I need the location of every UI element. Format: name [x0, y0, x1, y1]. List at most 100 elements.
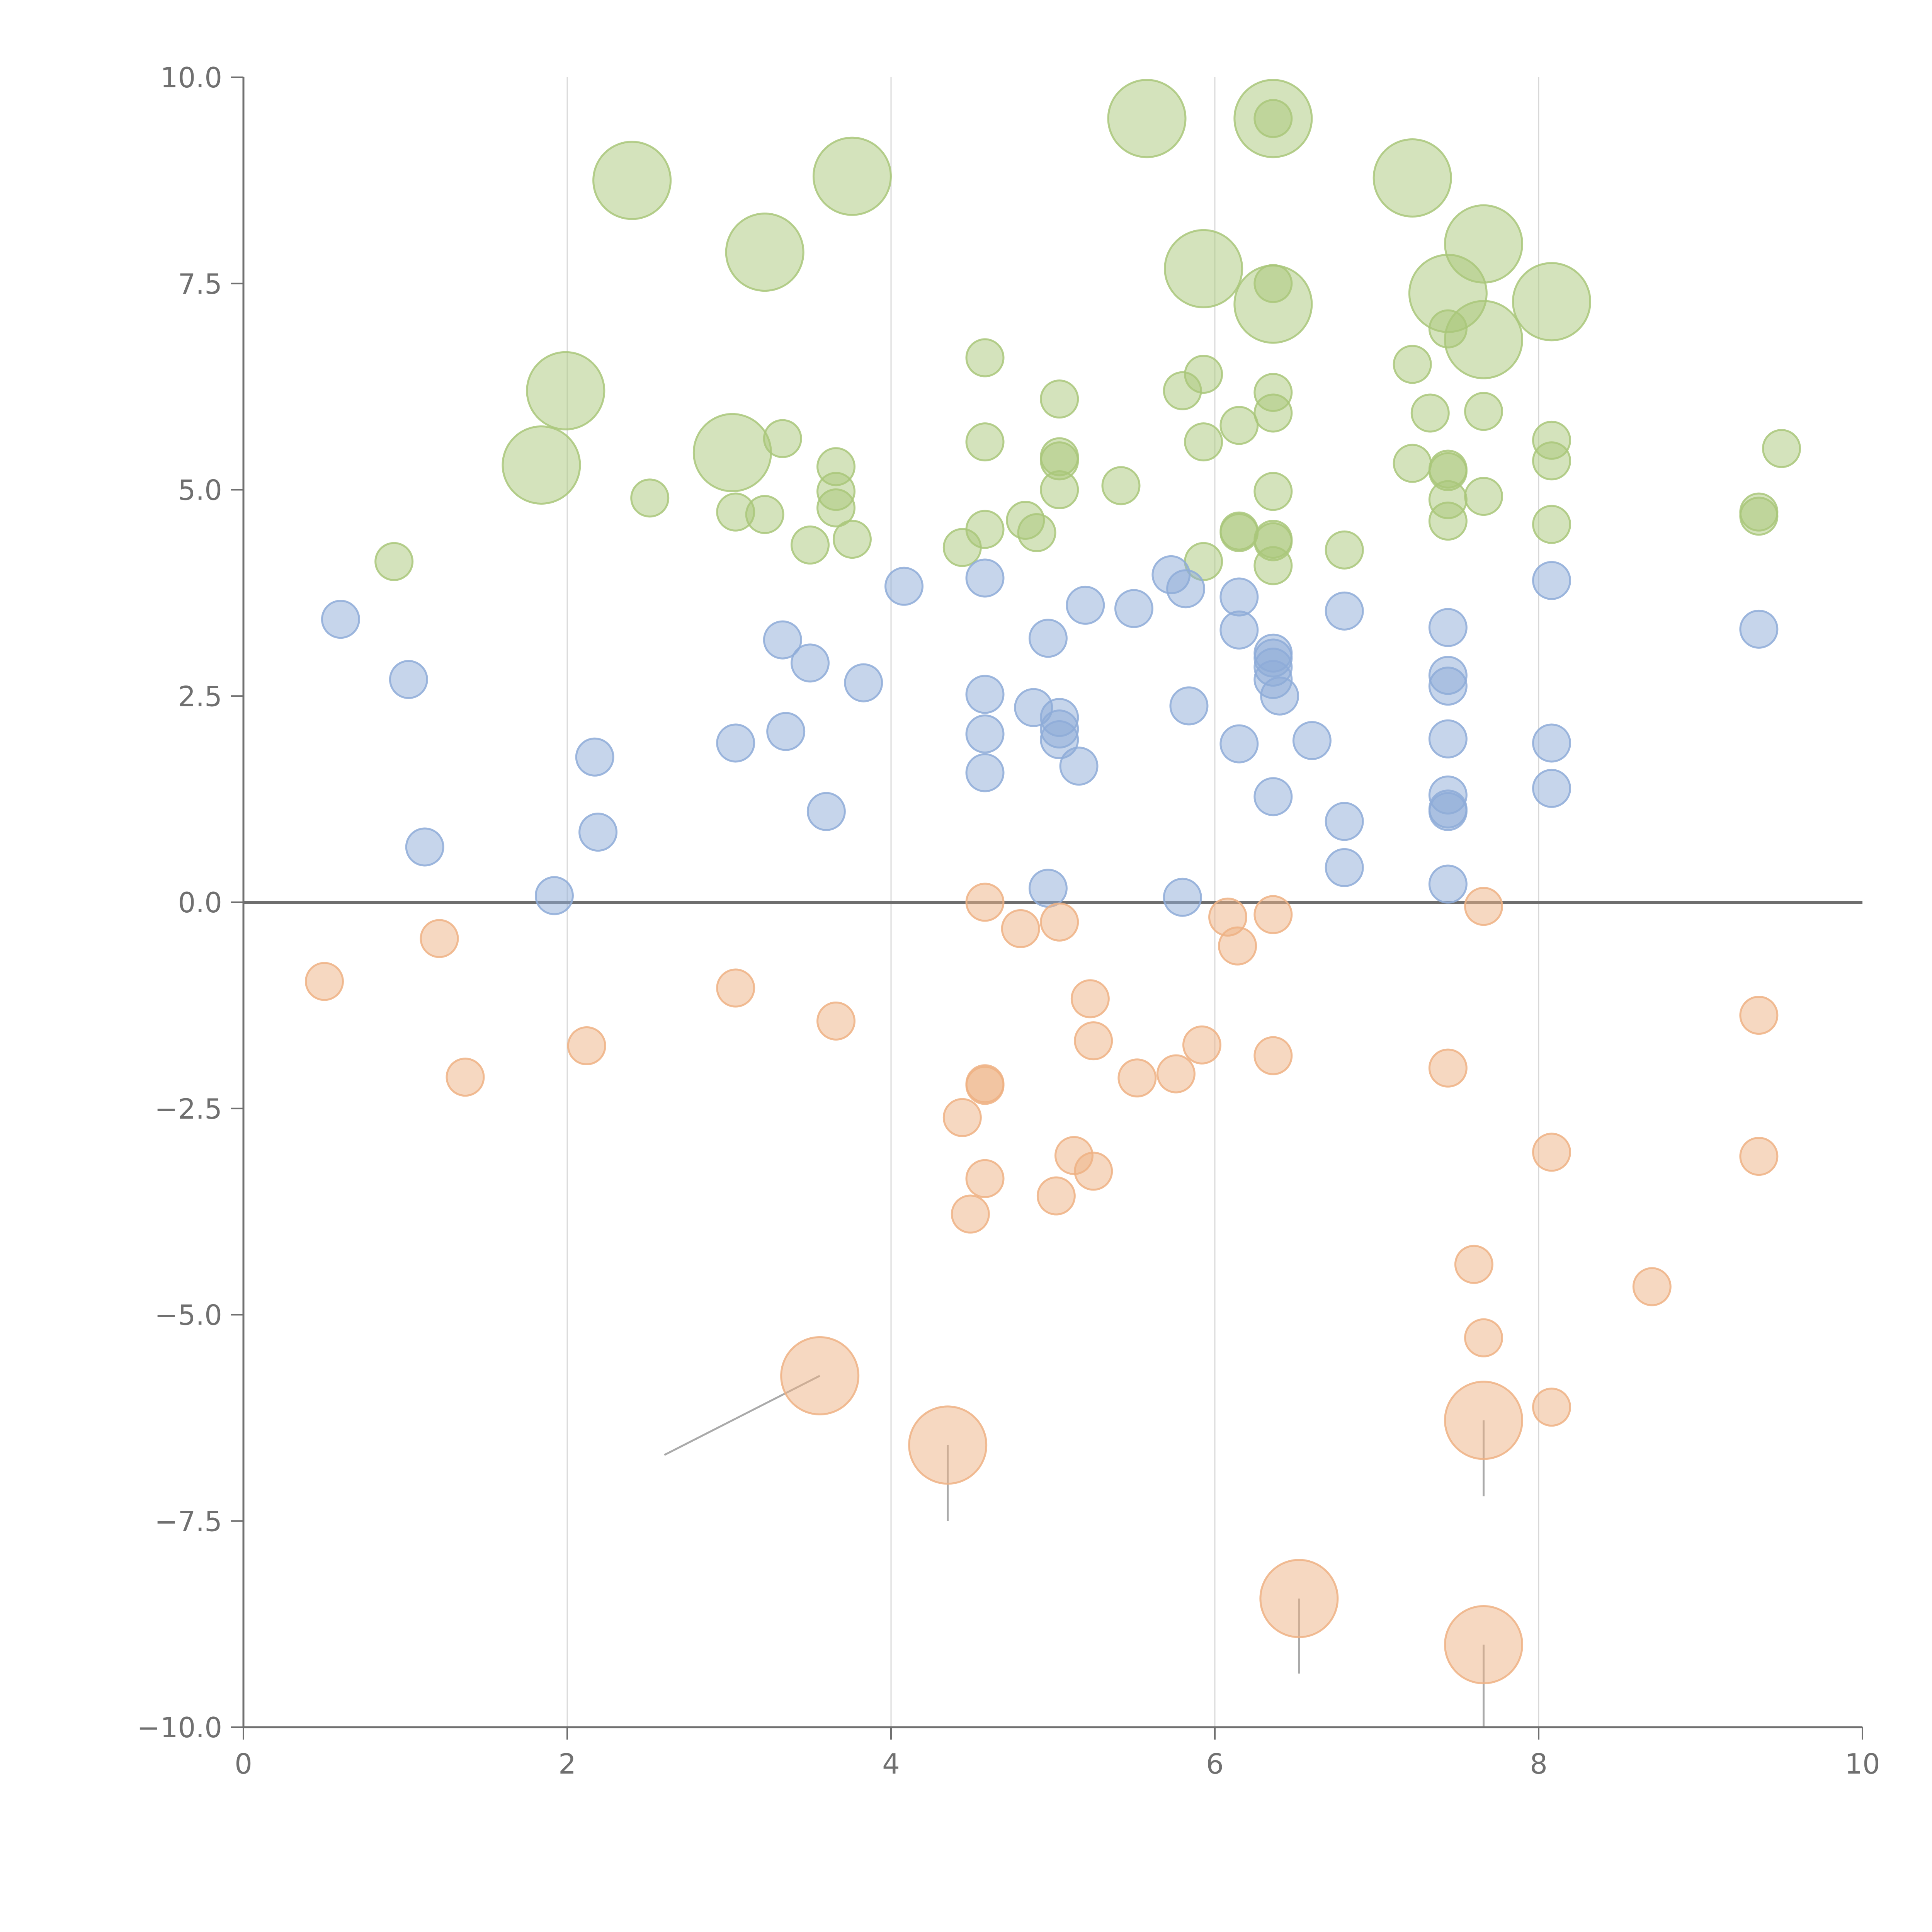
orange-point-6	[942, 1098, 982, 1137]
green-point-46	[1040, 470, 1079, 509]
green-point-15	[526, 351, 605, 430]
orange-point-1	[420, 919, 459, 958]
blue-point-12	[884, 566, 924, 606]
orange-point-34	[1739, 1137, 1779, 1176]
blue-point-19	[1028, 869, 1068, 908]
orange-point-19	[1117, 1058, 1157, 1098]
blue-point-0	[321, 600, 360, 639]
green-point-7	[1164, 229, 1243, 308]
blue-point-41	[1325, 802, 1364, 841]
green-point-20	[1163, 371, 1202, 410]
green-point-23	[1253, 393, 1293, 433]
y-tick-label-8: 10.0	[160, 61, 222, 94]
blue-point-49	[1428, 792, 1468, 831]
blue-point-2	[405, 827, 444, 867]
orange-point-2	[446, 1058, 485, 1097]
green-point-9	[1253, 264, 1293, 303]
blue-point-14	[965, 675, 1005, 714]
blue-point-52	[1532, 723, 1571, 763]
green-point-54	[1253, 546, 1293, 585]
green-point-21	[1040, 379, 1079, 419]
green-point-27	[1219, 406, 1259, 445]
blue-point-51	[1532, 561, 1571, 600]
green-point-56	[1393, 444, 1432, 483]
blue-point-46	[1428, 719, 1468, 759]
blue-point-38	[1253, 777, 1293, 816]
blue-point-11	[844, 663, 883, 702]
blue-point-40	[1325, 591, 1364, 631]
green-point-1	[812, 136, 892, 216]
blue-point-15	[965, 714, 1005, 753]
blue-point-22	[1040, 720, 1079, 759]
data-points	[305, 79, 1801, 1684]
green-point-25	[1410, 393, 1450, 433]
blue-point-45	[1428, 667, 1468, 706]
orange-point-13	[1036, 1176, 1076, 1216]
blue-point-30	[1219, 577, 1259, 617]
orange-point-16	[1070, 979, 1110, 1019]
series-green	[374, 79, 1801, 585]
green-point-55	[1325, 530, 1364, 570]
orange-point-4	[716, 968, 755, 1008]
blue-point-1	[389, 660, 428, 699]
orange-point-18	[1074, 1151, 1113, 1191]
green-point-34	[630, 478, 670, 518]
orange-point-11	[965, 1159, 1005, 1198]
y-tick-label-0: −10.0	[137, 1711, 222, 1744]
blue-point-25	[1114, 589, 1153, 628]
green-point-16	[502, 425, 581, 505]
blue-point-16	[965, 753, 1005, 793]
green-point-66	[1739, 497, 1779, 536]
green-point-38	[832, 520, 872, 559]
blue-point-23	[1059, 747, 1099, 786]
orange-point-37	[1444, 1381, 1524, 1460]
orange-point-35	[780, 1336, 860, 1415]
annotation-leader-lines	[664, 1375, 1485, 1727]
x-tick-label-5: 10	[1845, 1748, 1880, 1780]
orange-point-28	[1464, 887, 1503, 926]
green-point-0	[592, 141, 672, 220]
orange-point-38	[1259, 1559, 1339, 1638]
green-point-39	[374, 542, 414, 581]
green-point-29	[965, 422, 1005, 462]
orange-point-7	[951, 1194, 990, 1234]
blue-point-10	[806, 792, 846, 831]
green-point-60	[1428, 502, 1468, 541]
green-point-47	[1101, 466, 1141, 505]
blue-point-5	[578, 813, 618, 852]
orange-point-26	[1428, 1048, 1468, 1088]
green-point-14	[1428, 309, 1468, 349]
orange-point-8	[965, 883, 1005, 922]
green-point-4	[1253, 99, 1293, 138]
green-point-17	[692, 413, 772, 492]
green-point-64	[1532, 505, 1571, 544]
blue-point-39	[1292, 721, 1332, 760]
green-point-30	[763, 419, 802, 458]
green-point-61	[1464, 477, 1503, 516]
orange-point-30	[1532, 1133, 1571, 1172]
orange-point-36	[908, 1405, 988, 1485]
blue-point-27	[1166, 569, 1206, 609]
blue-point-31	[1219, 610, 1259, 650]
green-point-6	[725, 213, 804, 292]
blue-point-43	[1428, 608, 1468, 647]
green-point-63	[1532, 441, 1571, 481]
y-tick-label-1: −7.5	[155, 1505, 222, 1537]
orange-point-20	[1156, 1054, 1196, 1094]
green-point-50	[1219, 513, 1259, 553]
orange-point-21	[1182, 1025, 1221, 1065]
x-tick-label-2: 4	[882, 1748, 900, 1780]
y-tick-label-4: 0.0	[178, 886, 222, 919]
blue-point-53	[1532, 769, 1571, 808]
orange-point-24	[1253, 895, 1293, 934]
green-point-37	[791, 526, 830, 565]
orange-point-32	[1632, 1267, 1672, 1306]
orange-point-29	[1464, 1318, 1503, 1357]
green-point-43	[1017, 513, 1056, 553]
y-tick-label-2: −5.0	[155, 1299, 222, 1332]
y-tick-label-5: 2.5	[178, 680, 222, 713]
y-tick-label-3: −2.5	[155, 1093, 222, 1125]
blue-point-32	[1219, 724, 1259, 764]
blue-point-3	[534, 876, 574, 915]
